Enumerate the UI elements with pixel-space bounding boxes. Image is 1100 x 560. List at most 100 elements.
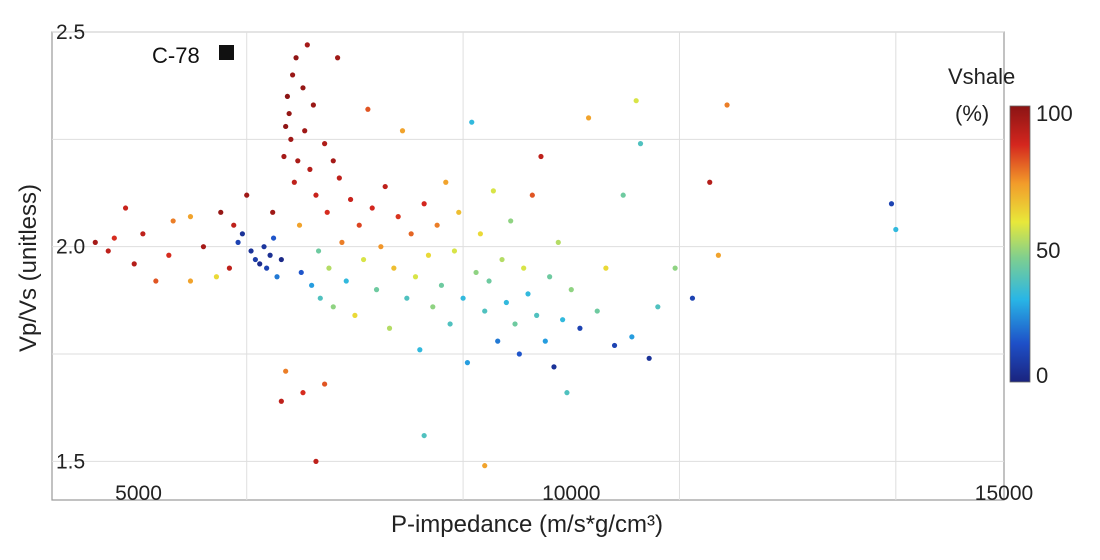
- data-point: [893, 226, 899, 233]
- data-point: [434, 222, 440, 228]
- colorbar-tick-mid: 50: [1036, 238, 1060, 263]
- data-point: [309, 282, 315, 288]
- data-point: [296, 222, 303, 228]
- data-point: [339, 239, 345, 245]
- data-point: [460, 295, 466, 301]
- data-point: [538, 153, 544, 160]
- data-point: [92, 239, 98, 245]
- data-point: [267, 252, 273, 258]
- data-point: [646, 355, 652, 361]
- colorbar-scale: [1009, 105, 1031, 383]
- y-tick-label: 2.5: [56, 21, 85, 44]
- data-point: [166, 252, 172, 258]
- x-axis-title: P-impedance (m/s*g/cm³): [391, 511, 663, 538]
- data-point: [302, 128, 308, 134]
- data-point: [633, 98, 639, 104]
- data-point: [689, 295, 696, 301]
- x-tick-labels: 5000 10000 15000: [115, 482, 1033, 505]
- data-point: [322, 381, 328, 387]
- plot-area: [51, 31, 1005, 501]
- data-point: [378, 244, 384, 250]
- data-point: [724, 102, 730, 108]
- data-point: [707, 179, 713, 185]
- data-point: [187, 214, 194, 220]
- data-point: [560, 317, 566, 323]
- colorbar: Vshale (%) 100 50 0: [948, 64, 1073, 388]
- data-point: [304, 42, 310, 48]
- data-point: [456, 209, 462, 215]
- data-point: [295, 158, 301, 164]
- data-point: [430, 304, 436, 310]
- data-point: [326, 265, 332, 271]
- data-point: [330, 158, 336, 164]
- y-tick-label: 2.0: [56, 236, 85, 259]
- data-point: [365, 106, 371, 112]
- data-point: [508, 218, 514, 224]
- data-point: [274, 274, 280, 280]
- data-point: [278, 256, 284, 263]
- data-point: [477, 231, 483, 237]
- data-point: [270, 209, 276, 215]
- data-point: [412, 274, 419, 280]
- data-point: [620, 192, 626, 198]
- data-point: [226, 265, 233, 271]
- data-point: [637, 141, 644, 147]
- data-point: [534, 312, 540, 318]
- data-point: [235, 239, 241, 245]
- data-point: [564, 390, 570, 396]
- data-point: [547, 274, 553, 280]
- data-point: [521, 265, 527, 271]
- data-point: [218, 209, 224, 215]
- data-point: [310, 102, 316, 108]
- data-point: [464, 360, 471, 366]
- x-tick-label: 5000: [115, 482, 162, 505]
- colorbar-tick-max: 100: [1036, 101, 1073, 126]
- colorbar-unit: (%): [955, 101, 989, 126]
- data-point: [408, 231, 414, 237]
- data-point: [283, 368, 289, 374]
- data-point: [239, 231, 245, 237]
- data-point: [330, 304, 336, 310]
- data-point: [451, 248, 458, 254]
- data-point: [284, 93, 291, 100]
- data-point: [356, 222, 362, 228]
- data-point: [122, 205, 129, 211]
- data-point: [270, 235, 277, 241]
- y-tick-labels: 1.5 2.0 2.5: [56, 21, 85, 473]
- data-point: [395, 214, 401, 220]
- data-point: [213, 274, 220, 280]
- data-point: [187, 278, 194, 284]
- data-point: [315, 248, 322, 254]
- data-point: [231, 222, 237, 228]
- data-point: [252, 256, 258, 263]
- data-point: [443, 179, 449, 185]
- data-point: [278, 398, 284, 404]
- data-point: [200, 244, 207, 250]
- data-point: [283, 123, 289, 130]
- data-point: [482, 308, 488, 314]
- data-point: [105, 248, 111, 254]
- data-point: [469, 119, 475, 125]
- x-tick-label: 15000: [975, 482, 1033, 505]
- y-axis-title: Vp/Vs (unitless): [15, 184, 42, 352]
- data-point: [300, 390, 306, 396]
- data-point: [473, 269, 479, 276]
- data-point: [499, 256, 505, 263]
- data-point: [360, 256, 367, 263]
- data-point: [170, 218, 176, 224]
- data-point: [153, 278, 159, 284]
- data-point: [382, 183, 388, 190]
- well-label: C-78: [152, 43, 234, 68]
- data-point: [542, 338, 548, 344]
- data-point: [352, 312, 358, 318]
- well-marker: [219, 45, 234, 60]
- data-point: [307, 166, 313, 172]
- data-point: [300, 85, 306, 91]
- data-point: [335, 55, 341, 61]
- data-point: [715, 252, 722, 258]
- data-point: [288, 136, 294, 142]
- data-point: [313, 192, 319, 198]
- data-point: [482, 463, 488, 469]
- data-point: [248, 248, 254, 254]
